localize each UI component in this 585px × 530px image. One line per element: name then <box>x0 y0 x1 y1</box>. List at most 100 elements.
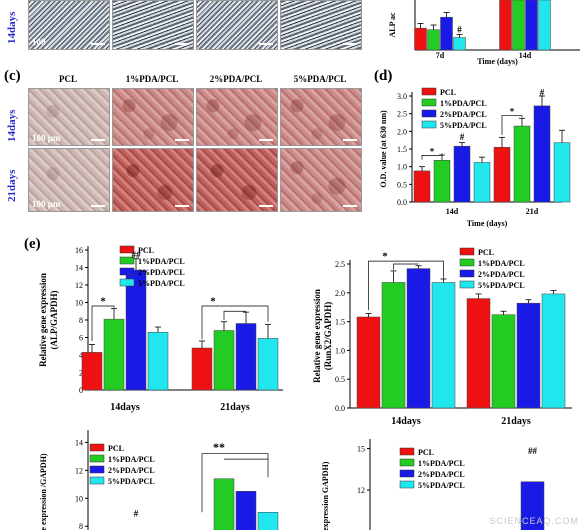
legend-label: PCL <box>108 444 124 453</box>
bar-2%PDA/PCL-14d <box>453 145 471 203</box>
row-label-b-14days: 14days <box>6 11 18 44</box>
od-value-chart: 0.0 0.5 1.0 1.5 2.0 2.5 3.0 O.D. value (at 630 … <box>379 87 571 228</box>
legend-label: PCL <box>440 88 456 97</box>
annotation: * <box>510 106 515 116</box>
legend-label: 2%PDA/PCL <box>138 268 185 277</box>
annotation: ## <box>132 250 142 260</box>
micrograph-b-5pda <box>280 0 362 50</box>
bar-2%PDA/PCL-21days <box>520 481 545 530</box>
bar-2%PDA/PCL-21days <box>516 302 541 409</box>
scale-bar <box>259 43 273 45</box>
bar-5%PDA/PCL-21days <box>541 293 566 409</box>
legend-label: 1%PDA/PCL <box>418 459 465 468</box>
significance-bracket <box>201 453 269 513</box>
legend-label: PCL <box>138 246 154 255</box>
y-tick-label: 1.5 <box>335 318 345 327</box>
bar-2%PDA/PCL-21days <box>235 491 257 530</box>
scale-bar <box>175 139 189 141</box>
bar-PCL-14days <box>81 352 103 391</box>
legend-swatch <box>89 443 105 452</box>
scale-bar <box>259 205 273 207</box>
legend-label: 2%PDA/PCL <box>108 466 155 475</box>
micrograph-b-2pda <box>196 0 278 50</box>
scale-bar <box>175 43 189 45</box>
significance-bracket <box>201 305 269 340</box>
significance-bracket <box>223 310 246 320</box>
bar-2%PDA/PCL-14days <box>125 269 147 391</box>
category-label: 14d <box>519 51 532 60</box>
legend-label: 5%PDA/PCL <box>418 481 465 490</box>
y-tick-label: 1.0 <box>335 346 345 355</box>
bar-1%PDA/PCL-14days <box>381 282 406 409</box>
bar-2%PDA/PCL-14days <box>406 268 431 409</box>
y-tick-label: 0.5 <box>397 180 407 189</box>
legend-label: 1%PDA/PCL <box>138 257 185 266</box>
category-label: 21d <box>526 207 539 216</box>
category-label: 14days <box>391 416 421 427</box>
legend-label: 1%PDA/PCL <box>440 99 487 108</box>
bar-2%PDA/PCL-14d <box>525 0 538 51</box>
annotation: ## <box>528 446 538 456</box>
y-axis-label: e expression /GAPDH) <box>39 453 48 530</box>
y-tick-label: 1.0 <box>397 163 407 172</box>
y-tick-label: 3.0 <box>397 92 407 101</box>
legend-swatch <box>399 458 415 467</box>
bar-PCL-7d <box>414 27 427 51</box>
category-label: 14d <box>446 207 459 216</box>
legend-swatch <box>89 476 105 485</box>
significance-bracket <box>501 115 523 135</box>
y-tick-label: 16 <box>75 246 83 255</box>
micrograph-c-21-1pda <box>112 148 194 212</box>
gene-bottom-right-chart: 12 15 e expression GAPDH) PCL 1%PDA/PCL 2%PDA… <box>321 439 545 530</box>
y-tick-label: 2.0 <box>397 127 407 136</box>
significance-bracket <box>91 305 115 341</box>
bar-5%PDA/PCL-14d <box>538 0 551 51</box>
y-axis-label: Relative gene expression <box>38 273 48 367</box>
scale-label: 100 μm <box>32 199 61 209</box>
y-tick-label: 15 <box>357 445 365 454</box>
legend-label: 1%PDA/PCL <box>108 455 155 464</box>
y-tick-label: 14 <box>75 438 83 447</box>
legend-label: PCL <box>418 448 434 457</box>
significance-bracket <box>393 263 419 270</box>
row-label-c-21days: 21days <box>6 169 18 202</box>
bar-2%PDA/PCL-21days <box>235 323 257 391</box>
legend-swatch <box>421 87 437 96</box>
y-axis-label: ALP ac <box>388 12 397 38</box>
y-tick-label: 12 <box>357 486 365 495</box>
legend-label: PCL <box>478 248 494 257</box>
micrograph-c-14-5pda <box>280 88 362 146</box>
watermark: SCIENCEAQ.COM <box>489 516 579 526</box>
legend-swatch <box>89 465 105 474</box>
bar-5%PDA/PCL-7d <box>453 37 466 51</box>
scale-label: 100 <box>32 37 46 47</box>
annotation: * <box>430 147 435 157</box>
legend-label: 5%PDA/PCL <box>440 121 487 130</box>
legend-swatch <box>421 109 437 118</box>
annotation: # <box>134 508 139 518</box>
panel-letter-e: (e) <box>24 236 41 252</box>
col-label-2pda: 2%PDA/PCL <box>209 74 263 84</box>
bar-1%PDA/PCL-14d <box>512 0 525 51</box>
y-tick-label: 0 <box>79 386 83 395</box>
col-label-5pda: 5%PDA/PCL <box>293 74 347 84</box>
legend-swatch <box>399 447 415 456</box>
gene-bottom-left-chart: 8 10 12 14 e expression /GAPDH) PCL 1%PDA/PCL 2… <box>39 430 279 530</box>
scale-bar <box>343 205 357 207</box>
scale-bar <box>343 43 357 45</box>
x-axis-label: Time (days) <box>477 57 518 66</box>
runx2-gene-chart: 0.0 0.5 1.0 1.5 2.0 2.5 Relative gene expressi… <box>312 247 572 427</box>
y-tick-label: 0.0 <box>335 404 345 413</box>
category-label: 21days <box>220 402 250 413</box>
legend-label: 2%PDA/PCL <box>418 470 465 479</box>
y-tick-label: 10 <box>75 299 83 308</box>
y-tick-label: 12 <box>75 466 83 475</box>
y-tick-label: 2.5 <box>397 110 407 119</box>
y-axis-label: O.D. value (at 630 nm) <box>379 110 388 188</box>
bar-5%PDA/PCL-14days <box>431 282 456 409</box>
legend-swatch <box>119 267 135 276</box>
y-tick-label: 14 <box>75 264 83 273</box>
micrograph-c-14-pcl: 100 μm <box>28 88 110 146</box>
bar-PCL-14d <box>413 170 431 203</box>
